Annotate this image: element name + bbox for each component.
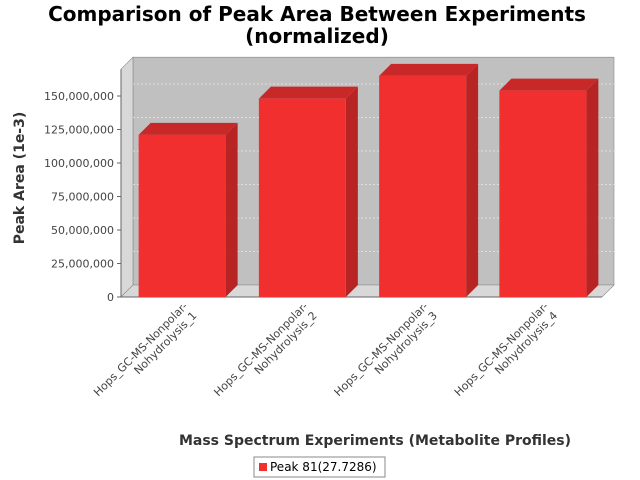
y-tick-label: 75,000,000 bbox=[51, 191, 114, 204]
x-tick-label: Hops_GC-MS-Nonpolar- bbox=[452, 300, 551, 399]
bar bbox=[499, 90, 587, 297]
y-axis-label: Peak Area (1e-3) bbox=[12, 112, 28, 245]
x-tick-label: Hops_GC-MS-Nonpolar- bbox=[211, 300, 310, 399]
chart-title-line-2: (normalized) bbox=[245, 24, 389, 48]
bar-top bbox=[379, 63, 479, 76]
plot-area: 0 25,000,000 50,000,000 75,000,000 100,000,0… bbox=[44, 56, 615, 399]
x-tick-label-group: Hops_GC-MS-Nonpolar-Nohydrolysis_3 bbox=[332, 300, 440, 399]
bar bbox=[138, 134, 226, 297]
x-tick-label-group: Hops_GC-MS-Nonpolar-Nohydrolysis_2 bbox=[211, 300, 319, 399]
x-tick-label: Hops_GC-MS-Nonpolar- bbox=[91, 300, 190, 399]
legend-swatch bbox=[259, 463, 267, 471]
x-tick-label: Hops_GC-MS-Nonpolar- bbox=[332, 300, 431, 399]
bar bbox=[258, 98, 346, 298]
x-axis-label: Mass Spectrum Experiments (Metabolite Pr… bbox=[179, 433, 571, 449]
plot-left-wall bbox=[120, 56, 134, 298]
y-tick-label: 25,000,000 bbox=[51, 258, 114, 271]
x-tick-label-group: Hops_GC-MS-Nonpolar-Nohydrolysis_1 bbox=[91, 300, 199, 399]
bar-side bbox=[586, 78, 599, 297]
legend-label: Peak 81(27.7286) bbox=[270, 460, 377, 474]
bar-side bbox=[225, 122, 238, 297]
y-tick-label: 50,000,000 bbox=[51, 224, 114, 237]
bar-side bbox=[466, 63, 479, 298]
bar-top bbox=[499, 78, 599, 91]
y-tick-label: 0 bbox=[107, 291, 114, 304]
legend: Peak 81(27.7286) bbox=[253, 456, 386, 478]
bar-top bbox=[138, 122, 238, 135]
legend-box bbox=[253, 456, 386, 478]
x-tick-label-group: Hops_GC-MS-Nonpolar-Nohydrolysis_4 bbox=[452, 300, 560, 399]
chart-title-line-1: Comparison of Peak Area Between Experime… bbox=[48, 2, 586, 26]
bar bbox=[379, 75, 467, 298]
bar-top bbox=[258, 86, 358, 99]
bar-side bbox=[345, 86, 358, 298]
y-tick-label: 125,000,000 bbox=[44, 124, 114, 137]
y-tick-label: 150,000,000 bbox=[44, 90, 114, 103]
y-tick-label: 100,000,000 bbox=[44, 157, 114, 170]
